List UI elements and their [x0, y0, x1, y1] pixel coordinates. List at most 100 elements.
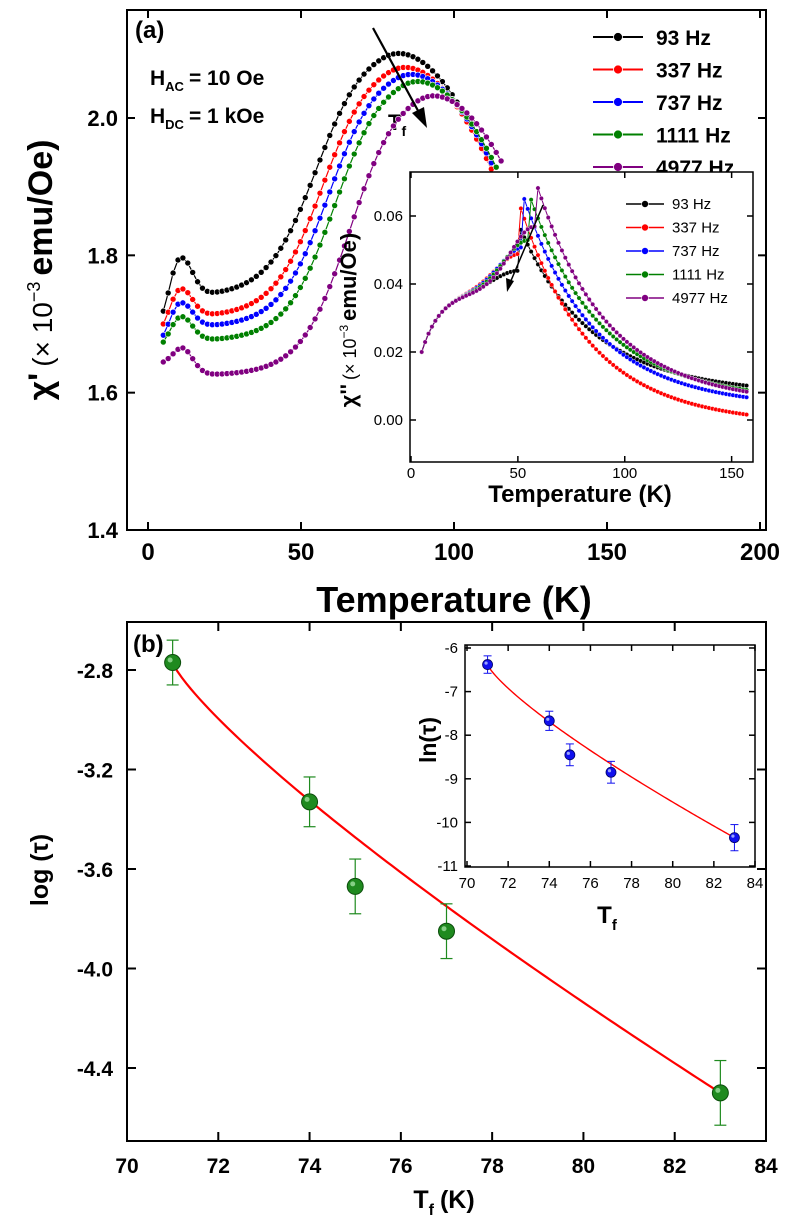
data-point: [453, 101, 461, 108]
data-point: [634, 347, 640, 353]
y-tick-label: 2.0: [87, 106, 118, 131]
data-point: [603, 327, 609, 333]
data-point: [355, 100, 363, 108]
data-point: [375, 76, 383, 84]
data-point: [316, 305, 324, 313]
data-point: [272, 358, 280, 366]
text-span: (× 10: [340, 339, 360, 381]
data-point: [194, 278, 201, 286]
y-tick-label: 1.8: [87, 243, 118, 268]
y-tick-label: -4.4: [77, 1058, 114, 1081]
data-point: [277, 244, 285, 252]
data-point: [341, 150, 348, 158]
data-point: [538, 224, 544, 230]
data-point: [306, 239, 314, 246]
data-point: [624, 372, 630, 378]
legend-marker: [613, 32, 623, 42]
text-span: DC: [165, 117, 184, 132]
data-point-highlight: [484, 661, 488, 665]
text-span: emu/Oe): [22, 140, 60, 276]
data-point: [484, 281, 490, 287]
data-point: [169, 295, 177, 303]
x-tick-label: 150: [719, 465, 744, 482]
data-point: [360, 70, 368, 78]
data-point: [355, 118, 363, 126]
x-tick-label: 80: [572, 1155, 595, 1178]
data-point: [576, 326, 582, 332]
data-point: [492, 149, 500, 156]
data-point: [590, 313, 596, 319]
data-point: [164, 654, 182, 672]
data-point: [477, 286, 483, 292]
data-point: [336, 110, 343, 117]
data-point: [243, 279, 250, 286]
x-tick-label: 84: [747, 875, 764, 892]
data-point: [600, 335, 606, 341]
data-point: [350, 83, 358, 91]
tf-arrow: [509, 204, 544, 284]
data-point: [385, 93, 392, 101]
data-point: [380, 98, 387, 106]
data-point: [282, 284, 290, 292]
data-point: [515, 251, 520, 257]
data-point: [538, 195, 544, 201]
data-point: [569, 298, 575, 304]
data-point: [282, 305, 290, 313]
data-point: [375, 57, 383, 65]
plot-frame: [126, 9, 767, 531]
data-point: [390, 89, 397, 96]
data-point: [365, 102, 373, 109]
data-point: [590, 343, 596, 349]
data-point: [614, 347, 620, 353]
data-point: [414, 55, 422, 63]
data-point: [306, 181, 314, 189]
data-point: [564, 749, 576, 761]
text-span: −3: [24, 282, 44, 303]
data-point: [583, 323, 589, 329]
data-point: [559, 301, 565, 307]
data-point: [597, 310, 602, 316]
data-point: [336, 139, 343, 147]
data-point: [497, 157, 505, 165]
data-point: [552, 289, 558, 294]
data-point: [346, 877, 364, 895]
data-point: [617, 349, 623, 355]
data-point: [355, 199, 363, 206]
legend-label: 4977 Hz: [672, 290, 728, 307]
data-point: [375, 149, 383, 156]
x-tick-label: 70: [115, 1155, 138, 1178]
y-tick-label: 1.4: [87, 518, 118, 543]
data-point: [478, 126, 485, 134]
data-point: [350, 128, 358, 135]
data-point: [610, 344, 616, 350]
data-point: [365, 120, 373, 127]
data-point-group: [711, 1059, 729, 1126]
data-point: [311, 315, 319, 323]
data-point: [390, 122, 397, 130]
data-point: [573, 322, 578, 328]
data-point: [292, 248, 299, 256]
data-point: [267, 258, 275, 266]
data-point: [645, 354, 650, 360]
data-point: [576, 317, 582, 323]
y-axis-label: ln(τ): [415, 717, 441, 763]
data-point: [593, 346, 599, 352]
data-point: [525, 206, 531, 212]
data-point: [257, 308, 265, 315]
data-point: [614, 365, 620, 371]
y-tick-label: -9: [445, 771, 458, 788]
y-axis-label: χ' (× 10−3 emu/Oe): [22, 140, 60, 401]
data-point: [311, 253, 319, 261]
legend-marker: [641, 294, 649, 302]
annotation-hac: HAC = 10 Oe: [150, 67, 264, 94]
data-point: [346, 138, 353, 146]
data-point: [443, 305, 449, 311]
data-point: [257, 294, 265, 301]
x-tick-label: 82: [663, 1155, 686, 1178]
data-point: [316, 156, 324, 164]
data-point: [438, 922, 455, 940]
legend-marker: [613, 129, 623, 140]
data-point: [569, 317, 575, 323]
data-point: [573, 275, 578, 280]
data-point: [422, 339, 428, 345]
